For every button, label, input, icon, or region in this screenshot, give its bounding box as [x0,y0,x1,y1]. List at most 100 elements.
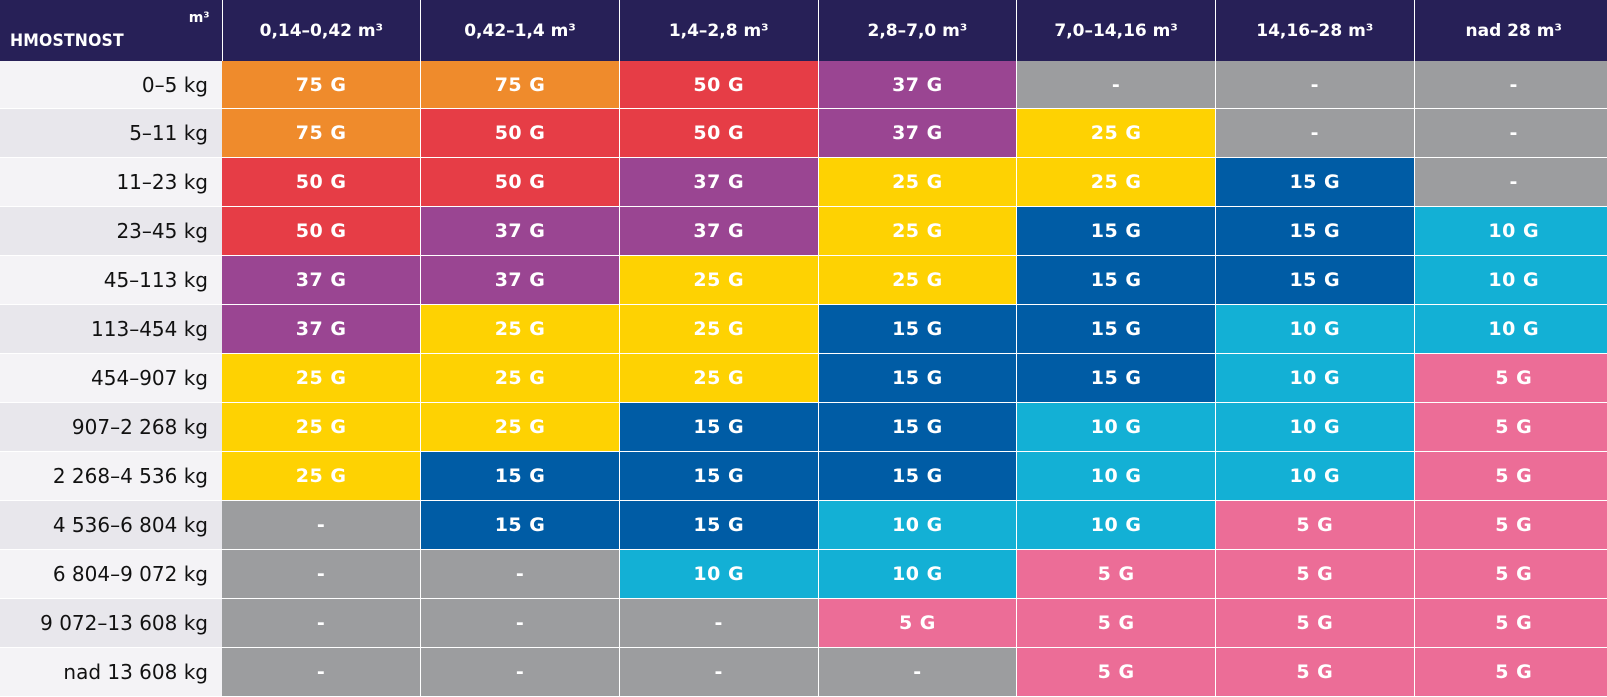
g-value-cell: 10 G [1414,255,1607,306]
g-value-cell: - [1414,108,1607,159]
g-value-cell: 10 G [1414,206,1607,257]
g-value-cell: - [222,500,422,551]
column-header: 0,14–0,42 m³ [222,0,422,61]
g-value-cell: - [619,598,819,648]
g-value-cell: 15 G [619,500,819,551]
g-value-cell: 25 G [818,255,1018,306]
g-value-cell: 75 G [222,61,422,110]
g-value-cell: 37 G [619,206,819,257]
g-value-cell: - [222,647,422,697]
g-value-cell: - [619,647,819,697]
g-value-cell: - [222,549,422,599]
g-value-cell: 37 G [619,157,819,208]
g-value-cell: 25 G [222,402,422,453]
g-value-cell: 25 G [619,255,819,306]
g-value-cell: 5 G [1215,598,1415,648]
g-value-cell: 5 G [1414,451,1607,502]
g-value-cell: 5 G [1414,500,1607,551]
g-value-cell: - [222,598,422,648]
g-value-cell: 50 G [619,61,819,110]
g-value-cell: 5 G [1215,549,1415,599]
column-header: nad 28 m³ [1414,0,1607,61]
g-value-cell: 15 G [420,500,620,551]
g-value-cell: 10 G [619,549,819,599]
g-value-cell: - [420,647,620,697]
g-value-cell: 15 G [1016,353,1216,404]
g-value-cell: 37 G [818,108,1018,159]
g-value-cell: 10 G [818,549,1018,599]
g-value-cell: 25 G [1016,157,1216,208]
g-value-cell: 15 G [420,451,620,502]
g-value-cell: 5 G [1414,598,1607,648]
column-header: 2,8–7,0 m³ [818,0,1018,61]
g-value-cell: 15 G [818,304,1018,355]
g-value-cell: 37 G [420,255,620,306]
g-value-cell: 15 G [818,451,1018,502]
g-value-cell: 37 G [818,61,1018,110]
g-value-cell: 10 G [1215,402,1415,453]
g-value-cell: 15 G [1215,157,1415,208]
g-value-cell: 5 G [818,598,1018,648]
g-value-cell: 15 G [1215,255,1415,306]
row-label: 4 536–6 804 kg [0,500,222,551]
g-value-cell: 25 G [420,402,620,453]
g-value-cell: 25 G [818,157,1018,208]
column-header: 0,42–1,4 m³ [420,0,620,61]
g-value-cell: 25 G [619,353,819,404]
g-value-cell: 25 G [1016,108,1216,159]
g-value-cell: 15 G [1016,255,1216,306]
row-label: 454–907 kg [0,353,222,404]
row-label: 6 804–9 072 kg [0,549,222,599]
g-value-cell: 50 G [619,108,819,159]
g-value-cell: - [1215,108,1415,159]
g-value-cell: 5 G [1016,549,1216,599]
row-label: nad 13 608 kg [0,647,222,697]
row-label: 5–11 kg [0,108,222,159]
g-value-cell: 25 G [818,206,1018,257]
g-value-cell: 5 G [1016,647,1216,697]
g-value-cell: 10 G [1215,304,1415,355]
table-row: 11–23 kg 50 G 50 G 37 G 25 G 25 G 15 G- [0,157,1607,208]
g-value-cell: - [420,549,620,599]
g-value-cell: 5 G [1414,647,1607,697]
table-row: 0–5 kg 75 G 75 G 50 G 37 G--- [0,61,1607,110]
table-row: 23–45 kg 50 G 37 G 37 G 25 G 15 G 15 G 10 G [0,206,1607,257]
g-value-cell: 15 G [619,451,819,502]
g-value-cell: 10 G [1215,451,1415,502]
table-row: 113–454 kg 37 G 25 G 25 G 15 G 15 G 10 G 10 G [0,304,1607,355]
g-value-cell: 5 G [1414,549,1607,599]
row-label: 0–5 kg [0,61,222,110]
g-value-cell: 10 G [1016,402,1216,453]
g-value-cell: 25 G [420,304,620,355]
row-label: 113–454 kg [0,304,222,355]
g-value-cell: 15 G [1016,206,1216,257]
header-row: HMOSTNOST m³ 0,14–0,42 m³ 0,42–1,4 m³ 1,… [0,0,1607,61]
g-value-cell: 25 G [222,353,422,404]
g-value-cell: 15 G [1016,304,1216,355]
column-header: 1,4–2,8 m³ [619,0,819,61]
g-value-cell: 5 G [1016,598,1216,648]
row-label: 45–113 kg [0,255,222,306]
g-value-cell: 10 G [1215,353,1415,404]
g-value-cell: 37 G [222,255,422,306]
column-header: 14,16–28 m³ [1215,0,1415,61]
row-label: 907–2 268 kg [0,402,222,453]
row-label: 23–45 kg [0,206,222,257]
table-row: 5–11 kg 75 G 50 G 50 G 37 G 25 G-- [0,108,1607,159]
row-axis-title: HMOSTNOST [10,31,124,51]
g-value-cell: 15 G [619,402,819,453]
g-value-cell: 50 G [420,108,620,159]
row-label: 9 072–13 608 kg [0,598,222,648]
g-value-cell: 5 G [1215,500,1415,551]
g-value-cell: 10 G [1414,304,1607,355]
g-value-cell: 25 G [420,353,620,404]
g-value-cell: 25 G [619,304,819,355]
table-body: 0–5 kg 75 G 75 G 50 G 37 G - - -5–11 kg 75 G 50 G… [0,61,1607,697]
g-value-cell: - [818,647,1018,697]
